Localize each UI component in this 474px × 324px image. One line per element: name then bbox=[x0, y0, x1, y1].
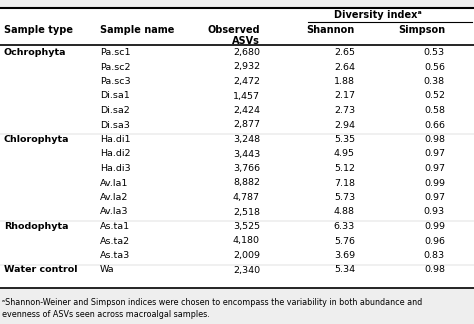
Text: Pa.sc1: Pa.sc1 bbox=[100, 48, 130, 57]
Text: 2,424: 2,424 bbox=[233, 106, 260, 115]
Text: 5.12: 5.12 bbox=[334, 164, 355, 173]
Text: 0.96: 0.96 bbox=[424, 237, 445, 246]
Text: As.ta3: As.ta3 bbox=[100, 251, 130, 260]
Text: Sample type: Sample type bbox=[4, 25, 73, 35]
Text: 0.38: 0.38 bbox=[424, 77, 445, 86]
Text: 1,457: 1,457 bbox=[233, 91, 260, 100]
Text: 0.97: 0.97 bbox=[424, 164, 445, 173]
Text: 4,787: 4,787 bbox=[233, 193, 260, 202]
Text: 2,472: 2,472 bbox=[233, 77, 260, 86]
Text: 3,248: 3,248 bbox=[233, 135, 260, 144]
Text: 5.76: 5.76 bbox=[334, 237, 355, 246]
Text: Observed
ASVs: Observed ASVs bbox=[207, 25, 260, 46]
Text: 0.98: 0.98 bbox=[424, 265, 445, 274]
Text: 4.88: 4.88 bbox=[334, 207, 355, 216]
Text: Pa.sc3: Pa.sc3 bbox=[100, 77, 131, 86]
Text: Simpson: Simpson bbox=[398, 25, 445, 35]
Text: 2,340: 2,340 bbox=[233, 265, 260, 274]
Text: 3,525: 3,525 bbox=[233, 222, 260, 231]
Text: Shannon: Shannon bbox=[307, 25, 355, 35]
Text: 0.58: 0.58 bbox=[424, 106, 445, 115]
Text: 2,877: 2,877 bbox=[233, 121, 260, 130]
Text: 2.17: 2.17 bbox=[334, 91, 355, 100]
Text: Di.sa1: Di.sa1 bbox=[100, 91, 130, 100]
Text: 0.99: 0.99 bbox=[424, 222, 445, 231]
FancyBboxPatch shape bbox=[0, 8, 474, 288]
Text: Av.la3: Av.la3 bbox=[100, 207, 128, 216]
Text: 8,882: 8,882 bbox=[233, 179, 260, 188]
Text: Wa: Wa bbox=[100, 265, 115, 274]
Text: As.ta2: As.ta2 bbox=[100, 237, 130, 246]
Text: 0.98: 0.98 bbox=[424, 135, 445, 144]
Text: 2,518: 2,518 bbox=[233, 207, 260, 216]
Text: Di.sa3: Di.sa3 bbox=[100, 121, 130, 130]
Text: 4.95: 4.95 bbox=[334, 149, 355, 158]
Text: Ha.di2: Ha.di2 bbox=[100, 149, 130, 158]
Text: 2.73: 2.73 bbox=[334, 106, 355, 115]
Text: Av.la1: Av.la1 bbox=[100, 179, 128, 188]
Text: 0.97: 0.97 bbox=[424, 149, 445, 158]
Text: 5.35: 5.35 bbox=[334, 135, 355, 144]
Text: 2,680: 2,680 bbox=[233, 48, 260, 57]
Text: 0.97: 0.97 bbox=[424, 193, 445, 202]
Text: Ha.di3: Ha.di3 bbox=[100, 164, 131, 173]
Text: 4,180: 4,180 bbox=[233, 237, 260, 246]
Text: 0.56: 0.56 bbox=[424, 63, 445, 72]
Text: Water control: Water control bbox=[4, 265, 78, 274]
Text: 2,009: 2,009 bbox=[233, 251, 260, 260]
Text: 5.73: 5.73 bbox=[334, 193, 355, 202]
Text: Di.sa2: Di.sa2 bbox=[100, 106, 130, 115]
Text: Ochrophyta: Ochrophyta bbox=[4, 48, 66, 57]
Text: 2.94: 2.94 bbox=[334, 121, 355, 130]
Text: 3.69: 3.69 bbox=[334, 251, 355, 260]
Text: 0.66: 0.66 bbox=[424, 121, 445, 130]
Text: 2,932: 2,932 bbox=[233, 63, 260, 72]
Text: 0.52: 0.52 bbox=[424, 91, 445, 100]
Text: 7.18: 7.18 bbox=[334, 179, 355, 188]
Text: 2.64: 2.64 bbox=[334, 63, 355, 72]
Text: 0.83: 0.83 bbox=[424, 251, 445, 260]
Text: As.ta1: As.ta1 bbox=[100, 222, 130, 231]
Text: 0.53: 0.53 bbox=[424, 48, 445, 57]
Text: 0.93: 0.93 bbox=[424, 207, 445, 216]
Text: Pa.sc2: Pa.sc2 bbox=[100, 63, 130, 72]
Text: 5.34: 5.34 bbox=[334, 265, 355, 274]
Text: Av.la2: Av.la2 bbox=[100, 193, 128, 202]
Text: Chlorophyta: Chlorophyta bbox=[4, 135, 70, 144]
Text: 6.33: 6.33 bbox=[334, 222, 355, 231]
Text: Rhodophyta: Rhodophyta bbox=[4, 222, 69, 231]
Text: ᵃShannon-Weiner and Simpson indices were chosen to encompass the variability in : ᵃShannon-Weiner and Simpson indices were… bbox=[2, 298, 422, 319]
Text: Diversity indexᵃ: Diversity indexᵃ bbox=[334, 10, 421, 20]
Text: Ha.di1: Ha.di1 bbox=[100, 135, 130, 144]
Text: Sample name: Sample name bbox=[100, 25, 174, 35]
Text: 2.65: 2.65 bbox=[334, 48, 355, 57]
Text: 3,443: 3,443 bbox=[233, 149, 260, 158]
Text: 3,766: 3,766 bbox=[233, 164, 260, 173]
Text: 1.88: 1.88 bbox=[334, 77, 355, 86]
Text: 0.99: 0.99 bbox=[424, 179, 445, 188]
